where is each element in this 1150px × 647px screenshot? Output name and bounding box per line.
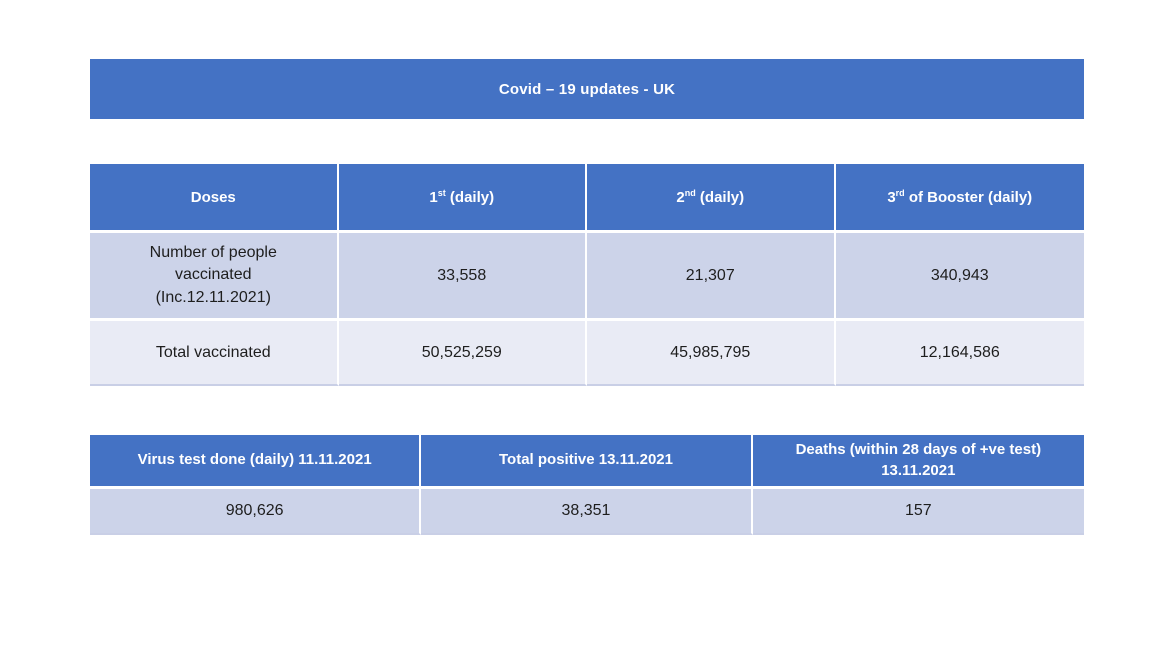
col-header-doses: Doses: [90, 164, 339, 233]
col-header-deaths: Deaths (within 28 days of +ve test) 13.1…: [752, 435, 1084, 489]
vaccine-table: Doses 1st (daily) 2nd (daily) 3rd of Boo…: [90, 164, 1084, 386]
col-header-total-positive: Total positive 13.11.2021: [421, 435, 753, 489]
value-cell-second-total: 45,985,795: [587, 321, 836, 386]
ordinal-suffix: st: [437, 187, 446, 198]
col-header-virus-tests: Virus test done (daily) 11.11.2021: [90, 435, 422, 489]
stats-table: Virus test done (daily) 11.11.2021 Total…: [90, 435, 1084, 535]
value-cell-second-daily: 21,307: [587, 233, 836, 321]
value-cell-booster-total: 12,164,586: [835, 321, 1084, 386]
table-row-daily-vaccinated: Number of people vaccinated (Inc.12.11.2…: [90, 233, 1084, 321]
row-label: Number of people vaccinated (Inc.12.11.2…: [149, 243, 277, 306]
value-cell-total-positive: 38,351: [421, 489, 753, 535]
value-cell-virus-tests: 980,626: [90, 489, 422, 535]
col-header-second-dose: 2nd (daily): [587, 164, 836, 233]
stats-table-value-row: 980,626 38,351 157: [90, 489, 1084, 535]
row-label-cell: Number of people vaccinated (Inc.12.11.2…: [90, 233, 339, 321]
ordinal-suffix: rd: [895, 187, 905, 198]
value-cell-first-total: 50,525,259: [338, 321, 587, 386]
stats-table-header-row: Virus test done (daily) 11.11.2021 Total…: [90, 435, 1084, 489]
col-header-doses-label: Doses: [190, 188, 236, 206]
vaccine-table-header-row: Doses 1st (daily) 2nd (daily) 3rd of Boo…: [90, 164, 1084, 233]
value-cell-deaths: 157: [752, 489, 1084, 535]
table-row-total-vaccinated: Total vaccinated 50,525,259 45,985,795 1…: [90, 321, 1084, 386]
col-header-first-dose: 1st (daily): [338, 164, 587, 233]
ordinal-suffix: nd: [684, 187, 696, 198]
row-label-cell: Total vaccinated: [90, 321, 339, 386]
col-header-third-booster: 3rd of Booster (daily): [835, 164, 1084, 233]
value-cell-first-daily: 33,558: [338, 233, 587, 321]
title-banner: Covid – 19 updates - UK: [90, 59, 1084, 119]
page-title: Covid – 19 updates - UK: [498, 80, 676, 98]
value-cell-booster-daily: 340,943: [835, 233, 1084, 321]
row-label: Total vaccinated: [155, 343, 271, 361]
